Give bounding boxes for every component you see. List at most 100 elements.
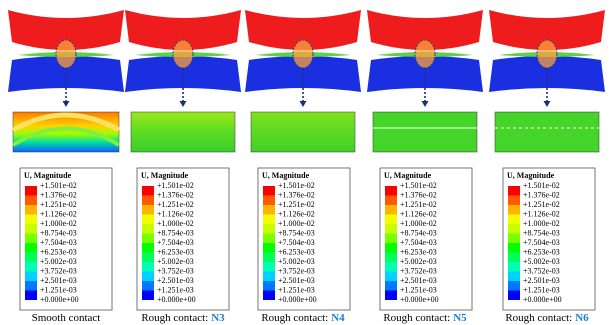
legend-swatch xyxy=(508,234,520,244)
legend-swatch xyxy=(508,205,520,215)
legend-label: +7.504e-03 xyxy=(400,238,437,247)
legend-swatch xyxy=(25,205,37,215)
zoom-inset xyxy=(251,112,355,152)
legend-swatch xyxy=(25,215,37,225)
legend-swatch xyxy=(263,215,275,225)
legend-swatch xyxy=(385,291,397,301)
zoom-marker xyxy=(56,40,76,68)
caption: Rough contact:N5 xyxy=(383,312,467,324)
legend-swatch xyxy=(263,224,275,234)
legend-label: +8.754e-03 xyxy=(523,228,560,237)
legend-label: +1.126e-02 xyxy=(523,209,560,218)
caption: Smooth contact xyxy=(32,312,101,324)
legend-swatch xyxy=(508,215,520,225)
caption-text: Smooth contact xyxy=(32,312,101,324)
legend-label: +1.251e-03 xyxy=(523,285,560,294)
legend-swatch xyxy=(385,205,397,215)
zoom-inset xyxy=(131,112,235,152)
legend-swatch xyxy=(385,262,397,272)
legend-swatch xyxy=(25,224,37,234)
legend-swatch xyxy=(508,281,520,291)
legend-label: +3.752e-03 xyxy=(278,266,315,275)
legend-label: +2.501e-03 xyxy=(523,276,560,285)
legend-swatch xyxy=(508,186,520,196)
legend-label: +1.501e-02 xyxy=(400,181,437,190)
legend-label: +5.002e-03 xyxy=(157,257,194,266)
legend-label: +6.253e-03 xyxy=(40,247,77,256)
legend-swatch xyxy=(508,272,520,282)
legend-swatch xyxy=(25,262,37,272)
arrow-head xyxy=(544,101,551,107)
arrow-head xyxy=(300,101,307,107)
legend-swatch xyxy=(142,253,154,263)
legend-label: +7.504e-03 xyxy=(523,238,560,247)
caption-text: Rough contact: xyxy=(383,312,450,324)
caption: Rough contact:N6 xyxy=(505,312,589,324)
zoom-marker xyxy=(537,40,557,68)
legend-label: +1.501e-02 xyxy=(157,181,194,190)
legend-label: +1.376e-02 xyxy=(523,190,560,199)
legend-label: +1.000e-02 xyxy=(278,219,315,228)
caption-text: Rough contact: xyxy=(261,312,328,324)
arrow-head xyxy=(180,101,187,107)
legend-label: +1.000e-02 xyxy=(40,219,77,228)
legend-label: +1.501e-02 xyxy=(523,181,560,190)
legend-label: +1.000e-02 xyxy=(523,219,560,228)
legend-label: +1.251e-03 xyxy=(157,285,194,294)
arrow-head xyxy=(63,101,70,107)
legend-swatch xyxy=(25,281,37,291)
legend-label: +1.251e-03 xyxy=(400,285,437,294)
legend-label: +0.000e+00 xyxy=(400,295,439,304)
legend-swatch xyxy=(263,281,275,291)
legend-swatch xyxy=(508,291,520,301)
legend-label: +8.754e-03 xyxy=(40,228,77,237)
legend-label: +1.251e-02 xyxy=(40,200,77,209)
legend-swatch xyxy=(385,234,397,244)
legend-title: U, Magnitude xyxy=(141,171,189,180)
legend-label: +2.501e-03 xyxy=(278,276,315,285)
legend-label: +5.002e-03 xyxy=(278,257,315,266)
legend-swatch xyxy=(25,186,37,196)
legend-swatch xyxy=(263,186,275,196)
legend-label: +0.000e+00 xyxy=(157,295,196,304)
legend-label: +7.504e-03 xyxy=(40,238,77,247)
zoom-inset xyxy=(373,112,477,152)
legend-label: +1.251e-02 xyxy=(523,200,560,209)
zoom-marker xyxy=(415,40,435,68)
legend-label: +8.754e-03 xyxy=(157,228,194,237)
legend-swatch xyxy=(263,272,275,282)
legend-swatch xyxy=(25,243,37,253)
legend-swatch xyxy=(385,224,397,234)
legend-label: +8.754e-03 xyxy=(400,228,437,237)
legend-label: +1.501e-02 xyxy=(278,181,315,190)
legend-label: +6.253e-03 xyxy=(400,247,437,256)
legend-swatch xyxy=(142,215,154,225)
legend-swatch xyxy=(142,186,154,196)
legend-swatch xyxy=(263,205,275,215)
legend-swatch xyxy=(263,253,275,263)
legend-label: +5.002e-03 xyxy=(400,257,437,266)
legend-label: +2.501e-03 xyxy=(400,276,437,285)
legend-label: +1.376e-02 xyxy=(157,190,194,199)
legend-label: +2.501e-03 xyxy=(157,276,194,285)
legend-label: +1.000e-02 xyxy=(400,219,437,228)
legend-label: +1.501e-02 xyxy=(40,181,77,190)
caption-text: Rough contact: xyxy=(141,312,208,324)
legend-label: +1.251e-02 xyxy=(157,200,194,209)
legend-label: +8.754e-03 xyxy=(278,228,315,237)
zoom-inset xyxy=(13,112,119,152)
legend-swatch xyxy=(508,224,520,234)
legend-swatch xyxy=(508,253,520,263)
caption-highlight: N6 xyxy=(575,312,589,324)
legend-label: +6.253e-03 xyxy=(157,247,194,256)
legend-swatch xyxy=(263,243,275,253)
legend-label: +5.002e-03 xyxy=(523,257,560,266)
caption-text: Rough contact: xyxy=(505,312,572,324)
legend-swatch xyxy=(385,186,397,196)
legend-swatch xyxy=(385,196,397,206)
legend-swatch xyxy=(25,234,37,244)
legend-label: +0.000e+00 xyxy=(40,295,79,304)
legend-swatch xyxy=(508,196,520,206)
zoom-marker xyxy=(293,40,313,68)
caption: Rough contact:N4 xyxy=(261,312,345,324)
